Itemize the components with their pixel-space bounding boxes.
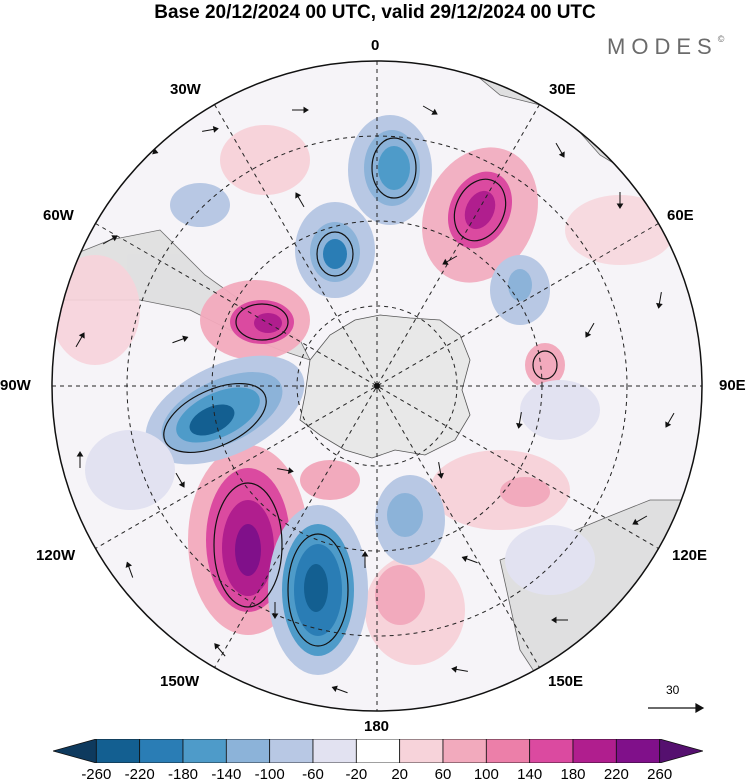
lon-label-120w: 120W bbox=[36, 547, 76, 564]
colorbar-tick-label: 140 bbox=[517, 766, 543, 783]
colorbar-tick-label: -180 bbox=[167, 766, 199, 783]
colorbar-swatch bbox=[225, 739, 271, 763]
colorbar-swatch bbox=[95, 739, 141, 763]
anomaly-positive bbox=[235, 524, 261, 576]
lon-label-180: 180 bbox=[364, 718, 390, 735]
colorbar-swatch bbox=[442, 739, 487, 763]
anomaly-negative bbox=[170, 183, 230, 227]
anomaly-positive bbox=[525, 343, 565, 387]
colorbar-tick-label: 220 bbox=[603, 766, 629, 783]
colorbar-swatch bbox=[529, 739, 574, 763]
modes-logo: MODES© bbox=[607, 34, 724, 60]
anomaly-negative bbox=[85, 430, 175, 510]
colorbar-swatch bbox=[485, 739, 531, 763]
lon-label-30w: 30W bbox=[170, 81, 201, 98]
colorbar-swatch bbox=[269, 739, 314, 763]
colorbar-swatch bbox=[53, 739, 97, 763]
colorbar-swatch bbox=[312, 739, 357, 763]
colorbar-swatch bbox=[355, 739, 401, 763]
anomaly-positive bbox=[220, 125, 310, 195]
anomaly-positive bbox=[52, 255, 140, 365]
colorbar-swatch bbox=[615, 739, 661, 763]
positive-anomalies bbox=[52, 125, 675, 665]
lon-label-90e: 90E bbox=[719, 377, 746, 394]
pole-marker bbox=[374, 383, 380, 389]
anomaly-positive bbox=[500, 477, 550, 507]
map-title: Base 20/12/2024 00 UTC, valid 29/12/2024… bbox=[154, 2, 596, 23]
colorbar-swatch bbox=[659, 739, 703, 763]
anomaly-negative bbox=[387, 493, 423, 537]
anomaly-negative bbox=[189, 404, 235, 436]
anomaly-positive bbox=[464, 190, 496, 230]
lon-label-120e: 120E bbox=[672, 547, 708, 564]
anomaly-positive bbox=[375, 565, 425, 625]
anomaly-positive bbox=[254, 313, 282, 333]
colorbar-swatch bbox=[572, 739, 617, 763]
colorbar-tick-label: 20 bbox=[391, 766, 408, 783]
map-boundary bbox=[51, 60, 703, 712]
lon-label-60e: 60E bbox=[667, 207, 694, 224]
anomaly-positive bbox=[565, 195, 675, 265]
colorbar-tick-label: -60 bbox=[302, 766, 324, 783]
anomaly-positive bbox=[300, 460, 360, 500]
colorbar-tick-label: -20 bbox=[345, 766, 368, 783]
reference-vector-arrow bbox=[648, 702, 705, 714]
anomaly-negative bbox=[378, 146, 410, 190]
lon-label-150w: 150W bbox=[160, 673, 200, 690]
anomaly-negative bbox=[323, 239, 347, 269]
land-antarctica bbox=[299, 314, 471, 459]
anomaly-negative bbox=[505, 525, 595, 595]
colorbar-swatch bbox=[139, 739, 184, 763]
contour-lines bbox=[163, 137, 558, 647]
colorbar-tick-label: -100 bbox=[254, 766, 285, 783]
colorbar bbox=[53, 739, 703, 763]
colorbar-tick-label: 60 bbox=[434, 766, 452, 783]
anomaly-positive bbox=[430, 450, 570, 530]
graticule bbox=[52, 61, 702, 711]
wind-vectors bbox=[75, 105, 675, 694]
colorbar-swatch bbox=[399, 739, 444, 763]
lon-label-60w: 60W bbox=[43, 207, 74, 224]
reference-vector-label: 30 bbox=[666, 683, 680, 697]
colorbar-tick-label: -260 bbox=[81, 766, 112, 783]
colorbar-tick-label: -140 bbox=[211, 766, 242, 783]
colorbar-tick-label: 100 bbox=[473, 766, 499, 783]
lon-label-0: 0 bbox=[371, 37, 380, 54]
lon-label-150e: 150E bbox=[548, 673, 584, 690]
brand-name: MODES bbox=[607, 34, 718, 59]
negative-anomalies bbox=[85, 115, 600, 675]
anomaly-negative bbox=[508, 269, 532, 301]
brand-mark: © bbox=[717, 34, 725, 44]
lon-label-90w: 90W bbox=[0, 377, 31, 394]
colorbar-tick-label: -220 bbox=[124, 766, 155, 783]
colorbar-swatch bbox=[182, 739, 227, 763]
lon-label-30e: 30E bbox=[549, 81, 576, 98]
colorbar-tick-label: 180 bbox=[560, 766, 586, 783]
anomaly-negative bbox=[304, 564, 328, 612]
anomaly-negative bbox=[520, 380, 600, 440]
colorbar-tick-label: 260 bbox=[647, 766, 673, 783]
